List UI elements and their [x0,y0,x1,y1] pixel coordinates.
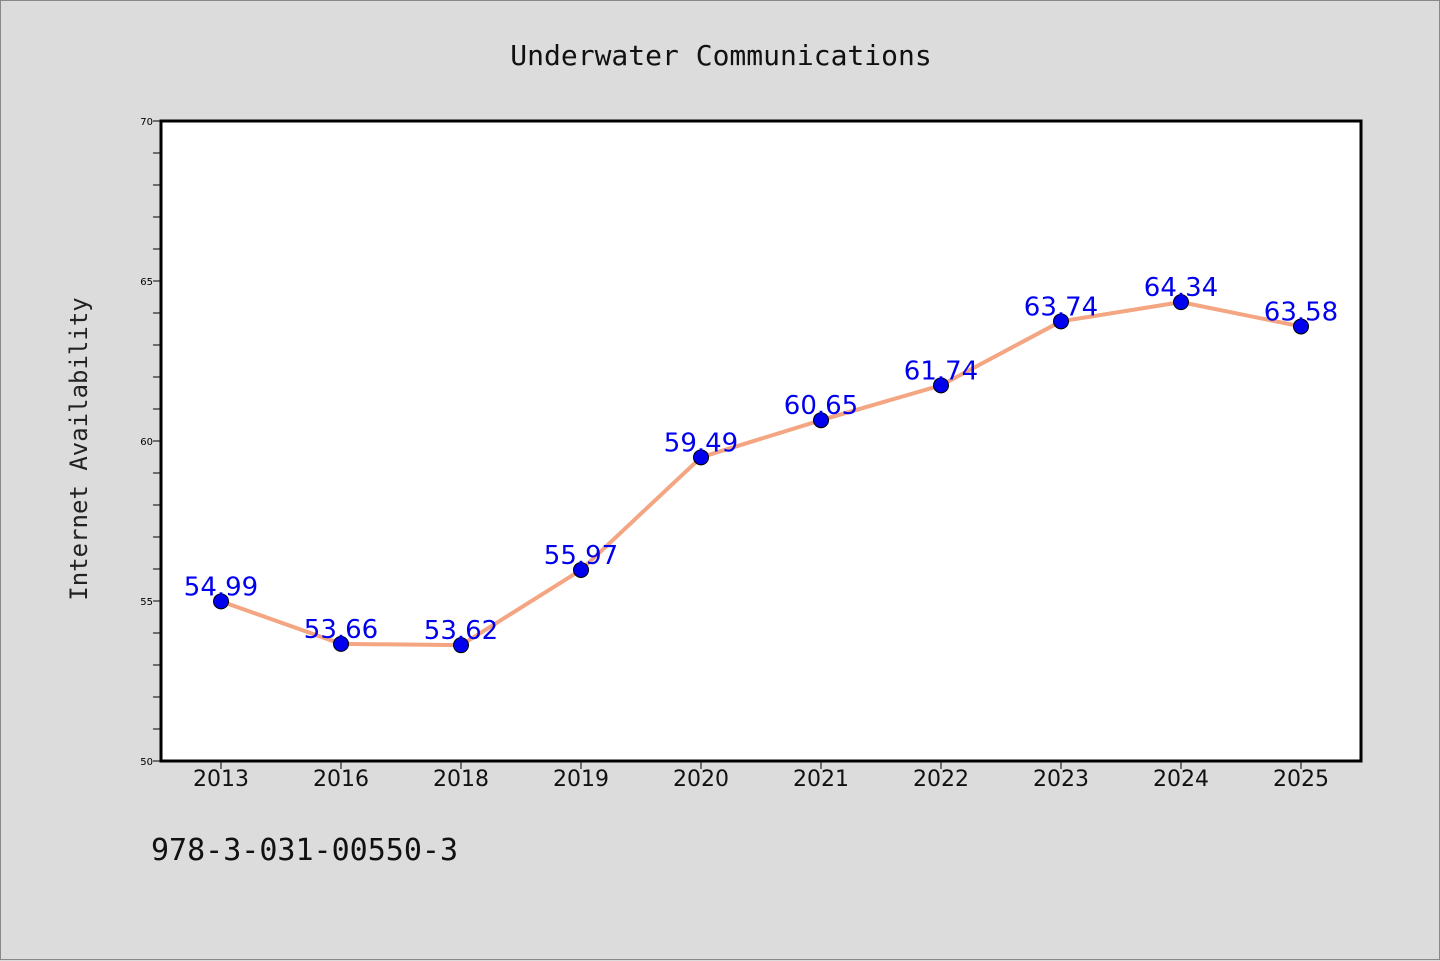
data-label: 53.62 [424,616,498,646]
data-label: 61.74 [904,356,978,386]
data-label: 60.65 [784,391,858,421]
data-label: 55.97 [544,541,618,571]
data-label: 63.58 [1264,297,1338,327]
y-tick-label: 70 [140,117,153,128]
data-point [933,377,949,394]
data-label: 63.74 [1024,292,1098,322]
series-line-group [213,294,1309,654]
x-tick-label: 2020 [673,767,729,792]
data-point [1053,313,1069,330]
x-tick-label: 2013 [193,767,249,792]
isbn-label: 978-3-031-00550-3 [151,833,459,868]
x-axis: 2013 2016 2018 2019 2020 2021 2022 2023 2024 2025 [193,761,1329,792]
x-tick-label: 2021 [793,767,849,792]
data-point [573,561,589,578]
data-point [333,635,349,652]
y-tick-label: 50 [140,757,153,768]
y-axis: 50 55 60 65 70 [140,117,161,768]
data-point [1173,294,1189,311]
series-line [219,300,1303,648]
data-point [693,449,709,466]
x-tick-label: 2018 [433,767,489,792]
y-tick-label: 65 [140,277,153,288]
data-point [1293,318,1309,335]
y-axis-label: Internet Availability [65,297,93,600]
x-tick-label: 2022 [913,767,969,792]
data-point [453,637,469,654]
data-point [213,593,229,610]
data-label-group: 54.99 53.66 53.62 55.97 59.49 60.65 61.74 63.74… [184,273,1338,646]
y-tick-label: 55 [140,597,153,608]
data-label: 54.99 [184,572,258,602]
x-tick-label: 2023 [1033,767,1089,792]
x-tick-label: 2016 [313,767,369,792]
x-tick-label: 2024 [1153,767,1209,792]
y-tick-label: 60 [140,437,153,448]
plot-area [159,119,1363,763]
data-point [813,412,829,429]
data-label: 53.66 [304,615,378,645]
data-label: 64.34 [1144,273,1218,303]
x-tick-label: 2019 [553,767,609,792]
chart-title: Underwater Communications [510,39,931,72]
x-tick-label: 2025 [1273,767,1329,792]
data-label: 59.49 [664,428,738,458]
